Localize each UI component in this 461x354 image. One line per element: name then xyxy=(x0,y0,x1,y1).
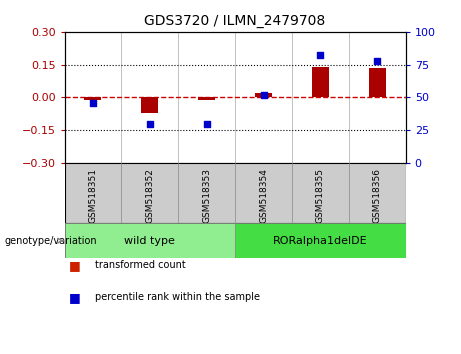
Text: GSM518352: GSM518352 xyxy=(145,168,154,223)
Bar xyxy=(142,97,159,113)
Title: GDS3720 / ILMN_2479708: GDS3720 / ILMN_2479708 xyxy=(144,14,326,28)
Text: percentile rank within the sample: percentile rank within the sample xyxy=(95,292,260,302)
Text: GSM518356: GSM518356 xyxy=(373,168,382,223)
Point xyxy=(146,121,154,126)
Text: ■: ■ xyxy=(69,259,81,272)
Bar xyxy=(198,97,215,99)
Bar xyxy=(255,93,272,97)
Text: RORalpha1delDE: RORalpha1delDE xyxy=(273,236,368,246)
Bar xyxy=(235,223,406,258)
Text: ■: ■ xyxy=(69,291,81,304)
Text: GSM518353: GSM518353 xyxy=(202,168,211,223)
Text: transformed count: transformed count xyxy=(95,261,185,270)
Text: genotype/variation: genotype/variation xyxy=(5,236,97,246)
Point xyxy=(203,121,210,126)
Point xyxy=(260,92,267,98)
Text: wild type: wild type xyxy=(124,236,175,246)
Bar xyxy=(65,223,235,258)
Bar xyxy=(369,68,386,97)
Text: GSM518354: GSM518354 xyxy=(259,168,268,223)
Point xyxy=(373,58,381,63)
Point xyxy=(89,100,97,105)
Bar xyxy=(312,67,329,97)
Bar xyxy=(84,97,101,99)
Point xyxy=(317,53,324,58)
Text: GSM518351: GSM518351 xyxy=(89,168,97,223)
Text: GSM518355: GSM518355 xyxy=(316,168,325,223)
